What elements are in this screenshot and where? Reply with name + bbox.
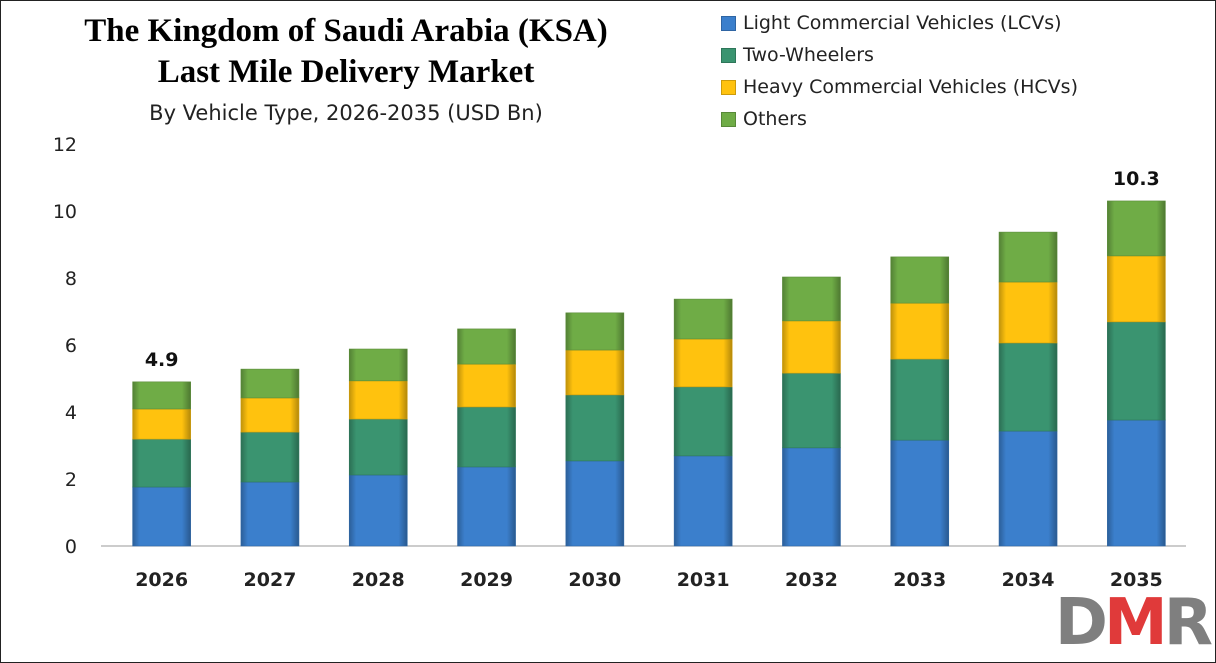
- bar-segment-others-2029: [457, 328, 516, 365]
- bar-segment-two-wheelers-2031: [673, 386, 733, 457]
- x-tick-label: 2033: [893, 569, 946, 591]
- bar-segment-others-2031: [673, 298, 733, 340]
- x-tick-label: 2026: [135, 569, 188, 591]
- x-tick-label: 2029: [460, 569, 513, 591]
- legend-swatch: [721, 79, 736, 95]
- legend-item-lcv: Light Commercial Vehicles (LCVs): [721, 7, 1078, 39]
- bar-segment-light-commercial-vehicles-lcvs--2028: [348, 474, 408, 547]
- y-tick-label: 6: [65, 335, 77, 357]
- y-tick-label: 0: [65, 536, 77, 558]
- bar-segment-light-commercial-vehicles-lcvs--2032: [782, 447, 841, 547]
- bar-segment-heavy-commercial-vehicles-hcvs--2029: [457, 363, 516, 408]
- bar-segment-others-2035: [1107, 200, 1166, 257]
- bar-segment-two-wheelers-2029: [457, 406, 516, 468]
- legend-item-hcv: Heavy Commercial Vehicles (HCVs): [721, 71, 1078, 103]
- x-tick-label: 2034: [1002, 569, 1055, 591]
- bar-segment-two-wheelers-2032: [782, 372, 841, 449]
- x-tick-label: 2032: [785, 569, 838, 591]
- legend: Light Commercial Vehicles (LCVs) Two-Whe…: [721, 7, 1078, 135]
- chart-title-line-2: Last Mile Delivery Market: [157, 54, 535, 90]
- x-tick-label: 2031: [677, 569, 730, 591]
- bar-segment-two-wheelers-2027: [240, 431, 300, 483]
- bar-segment-heavy-commercial-vehicles-hcvs--2030: [565, 349, 625, 396]
- bar-segment-two-wheelers-2026: [132, 438, 191, 488]
- dmr-logo: DMR: [1054, 586, 1213, 660]
- legend-label: Light Commercial Vehicles (LCVs): [743, 12, 1062, 34]
- chart-subtitle: By Vehicle Type, 2026-2035 (USD Bn): [149, 101, 543, 125]
- legend-label: Others: [743, 108, 807, 130]
- bar-segment-heavy-commercial-vehicles-hcvs--2031: [673, 338, 733, 388]
- bar-segment-others-2033: [890, 256, 950, 304]
- legend-label: Heavy Commercial Vehicles (HCVs): [743, 76, 1078, 98]
- bar-segment-light-commercial-vehicles-lcvs--2035: [1107, 419, 1166, 547]
- legend-item-others: Others: [721, 103, 1078, 135]
- bar-segment-heavy-commercial-vehicles-hcvs--2028: [348, 380, 408, 420]
- x-tick-label: 2030: [568, 569, 621, 591]
- legend-swatch: [721, 15, 736, 31]
- data-label-2026: 4.9: [145, 349, 179, 371]
- x-tick-label: 2027: [244, 569, 297, 591]
- legend-swatch: [721, 111, 736, 127]
- bar-segment-light-commercial-vehicles-lcvs--2033: [890, 439, 950, 547]
- bar-segment-light-commercial-vehicles-lcvs--2029: [457, 466, 516, 547]
- bar-segment-heavy-commercial-vehicles-hcvs--2026: [132, 408, 191, 440]
- bar-segment-others-2027: [240, 368, 300, 399]
- chart-title-line-1: The Kingdom of Saudi Arabia (KSA): [84, 13, 608, 49]
- legend-label: Two-Wheelers: [743, 44, 874, 66]
- y-tick-label: 8: [65, 268, 77, 290]
- bar-segment-light-commercial-vehicles-lcvs--2031: [673, 455, 733, 547]
- bar-segment-others-2032: [782, 276, 841, 322]
- bar-segment-light-commercial-vehicles-lcvs--2034: [998, 430, 1058, 547]
- x-tick-label: 2028: [352, 569, 405, 591]
- bar-segment-two-wheelers-2028: [348, 418, 408, 476]
- y-tick-label: 10: [53, 201, 77, 223]
- bar-segment-others-2034: [998, 231, 1058, 283]
- legend-item-two-wheelers: Two-Wheelers: [721, 39, 1078, 71]
- bar-segment-two-wheelers-2033: [890, 358, 950, 441]
- bar-segment-heavy-commercial-vehicles-hcvs--2033: [890, 302, 950, 360]
- bar-segment-heavy-commercial-vehicles-hcvs--2032: [782, 320, 841, 374]
- legend-swatch: [721, 47, 736, 63]
- y-tick-label: 4: [65, 402, 77, 424]
- y-tick-label: 12: [53, 134, 77, 156]
- bar-segment-two-wheelers-2030: [565, 394, 625, 462]
- bar-segment-heavy-commercial-vehicles-hcvs--2027: [240, 397, 300, 433]
- y-tick-label: 2: [65, 469, 77, 491]
- x-tick-label: 2035: [1110, 569, 1163, 591]
- bar-segment-light-commercial-vehicles-lcvs--2027: [240, 481, 300, 547]
- bar-segment-two-wheelers-2034: [998, 342, 1058, 432]
- bar-segment-two-wheelers-2035: [1107, 321, 1166, 421]
- bar-segment-heavy-commercial-vehicles-hcvs--2035: [1107, 255, 1166, 323]
- bar-segment-others-2028: [348, 348, 408, 382]
- bar-segment-light-commercial-vehicles-lcvs--2030: [565, 460, 625, 547]
- bar-segment-others-2026: [132, 381, 191, 410]
- data-label-2035: 10.3: [1113, 168, 1160, 190]
- bar-segment-heavy-commercial-vehicles-hcvs--2034: [998, 281, 1058, 344]
- bar-segment-light-commercial-vehicles-lcvs--2026: [132, 486, 191, 547]
- bar-segment-others-2030: [565, 312, 625, 351]
